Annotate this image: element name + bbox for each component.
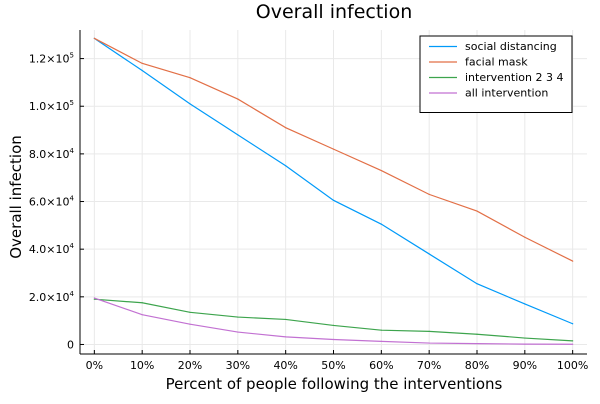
y-axis-title: Overall infection xyxy=(7,135,25,259)
axes: 0% 10% 20% 30% 40% 50% 60% 70% 80% 90% 100% 0 2.0×10… xyxy=(29,30,588,372)
y-tick-exponent: 5 xyxy=(70,52,74,60)
data-point xyxy=(476,343,478,345)
data-point xyxy=(141,314,143,316)
data-point xyxy=(285,318,287,321)
x-tick-label: 30% xyxy=(226,359,250,372)
x-tick-label: 80% xyxy=(465,359,489,372)
y-tick-mantissa: 8.0×10 xyxy=(29,148,70,161)
x-tick-label: 90% xyxy=(513,359,537,372)
data-point xyxy=(141,302,143,304)
data-point xyxy=(141,69,143,72)
y-tick-mantissa: 1.2×10 xyxy=(29,53,70,66)
data-point xyxy=(237,331,239,333)
legend: social distancing facial mask intervention… xyxy=(419,35,573,113)
data-point xyxy=(285,165,287,167)
data-point xyxy=(189,323,191,325)
data-point xyxy=(380,329,382,331)
x-tick-label: 20% xyxy=(178,359,202,372)
y-tick-label: 0 xyxy=(67,338,74,351)
series-lines xyxy=(93,37,574,345)
data-point xyxy=(141,62,143,64)
data-point xyxy=(476,283,478,285)
data-point xyxy=(189,311,191,313)
data-point xyxy=(285,336,287,338)
x-tick-label: 60% xyxy=(369,359,393,372)
data-point xyxy=(572,340,574,342)
data-point xyxy=(237,134,239,136)
data-point xyxy=(285,127,287,129)
legend-label: intervention 2 3 4 xyxy=(465,71,563,84)
data-point xyxy=(189,77,191,79)
x-tick-label: 40% xyxy=(273,359,297,372)
x-tick-label: 10% xyxy=(130,359,154,372)
legend-label: facial mask xyxy=(465,56,528,69)
y-tick-exponent: 4 xyxy=(70,195,75,203)
x-tick-label: 100% xyxy=(557,359,588,372)
data-point xyxy=(476,210,478,212)
data-point xyxy=(237,316,239,318)
data-point xyxy=(332,338,335,341)
y-tick-label: 1.0×105 xyxy=(29,99,74,113)
data-point xyxy=(524,343,526,345)
data-point xyxy=(380,169,382,172)
data-point xyxy=(428,342,430,344)
y-tick-label: 6.0×104 xyxy=(29,195,75,209)
data-point xyxy=(237,98,239,100)
y-tick-exponent: 5 xyxy=(70,99,74,107)
y-tick-mantissa: 2.0×10 xyxy=(29,291,70,304)
y-tick-label: 1.2×105 xyxy=(29,52,74,66)
y-tick-mantissa: 6.0×10 xyxy=(29,196,70,209)
x-tick-label: 0% xyxy=(86,359,103,372)
data-point xyxy=(189,103,191,105)
data-point xyxy=(332,148,335,150)
y-tick-label: 8.0×104 xyxy=(29,147,75,161)
x-tick-label: 50% xyxy=(321,359,345,372)
data-point xyxy=(524,303,526,305)
data-point xyxy=(428,330,430,332)
data-point xyxy=(572,323,574,325)
data-point xyxy=(380,340,382,342)
y-tick-exponent: 4 xyxy=(70,290,75,298)
x-axis-title: Percent of people following the interven… xyxy=(166,375,503,393)
chart-title: Overall infection xyxy=(256,1,412,23)
data-point xyxy=(332,199,335,201)
x-tick-label: 70% xyxy=(417,359,441,372)
data-point xyxy=(572,260,574,262)
y-tick-exponent: 4 xyxy=(70,242,75,250)
legend-label: all intervention xyxy=(465,87,548,100)
data-point xyxy=(476,333,478,335)
grid xyxy=(80,30,587,354)
legend-box xyxy=(419,35,573,113)
data-point xyxy=(524,337,526,339)
y-tick-label: 2.0×104 xyxy=(29,290,75,304)
y-tick-label: 4.0×104 xyxy=(29,242,75,256)
y-tick-mantissa: 4.0×10 xyxy=(29,243,70,256)
data-point xyxy=(572,343,574,345)
data-point xyxy=(524,236,526,238)
data-point xyxy=(93,37,95,39)
y-tick-mantissa: 0 xyxy=(67,338,74,351)
data-point xyxy=(93,297,95,299)
y-tick-mantissa: 1.0×10 xyxy=(29,100,70,113)
data-point xyxy=(380,223,382,225)
data-point xyxy=(428,253,430,255)
legend-label: social distancing xyxy=(465,40,557,53)
y-tick-exponent: 4 xyxy=(70,147,75,155)
data-point xyxy=(93,298,95,300)
data-point xyxy=(332,324,335,327)
data-point xyxy=(428,193,430,195)
